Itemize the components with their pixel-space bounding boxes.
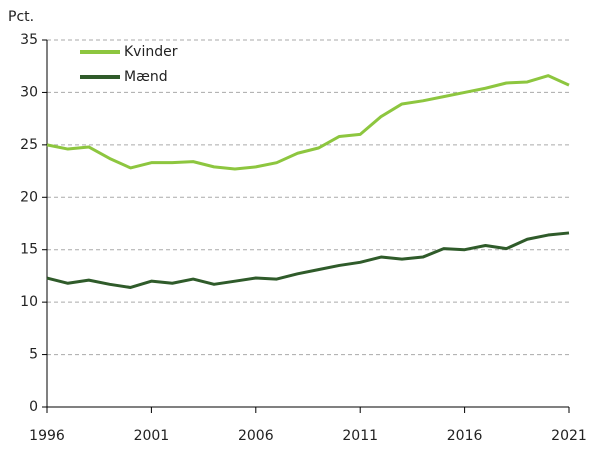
y-tick-label: 25 [20, 137, 38, 153]
series-line [46, 231, 570, 289]
y-tick-label: 35 [20, 32, 38, 48]
y-tick-label: 15 [20, 242, 38, 258]
x-tick-label: 2021 [551, 428, 587, 444]
y-tick-label: 0 [29, 399, 38, 415]
x-tick-label: 2001 [134, 428, 170, 444]
y-tick-label: 5 [29, 347, 38, 363]
y-axis-label: Pct. [8, 9, 34, 25]
x-tick-label: 1996 [29, 428, 65, 444]
x-tick-label: 2016 [447, 428, 483, 444]
legend-label: Mænd [124, 69, 168, 85]
series-line [46, 74, 570, 171]
x-tick-label: 2006 [238, 428, 274, 444]
legend-label: Kvinder [124, 44, 178, 60]
y-tick-label: 30 [20, 84, 38, 100]
y-tick-label: 10 [20, 294, 38, 310]
x-tick-label: 2011 [342, 428, 378, 444]
y-tick-label: 20 [20, 189, 38, 205]
